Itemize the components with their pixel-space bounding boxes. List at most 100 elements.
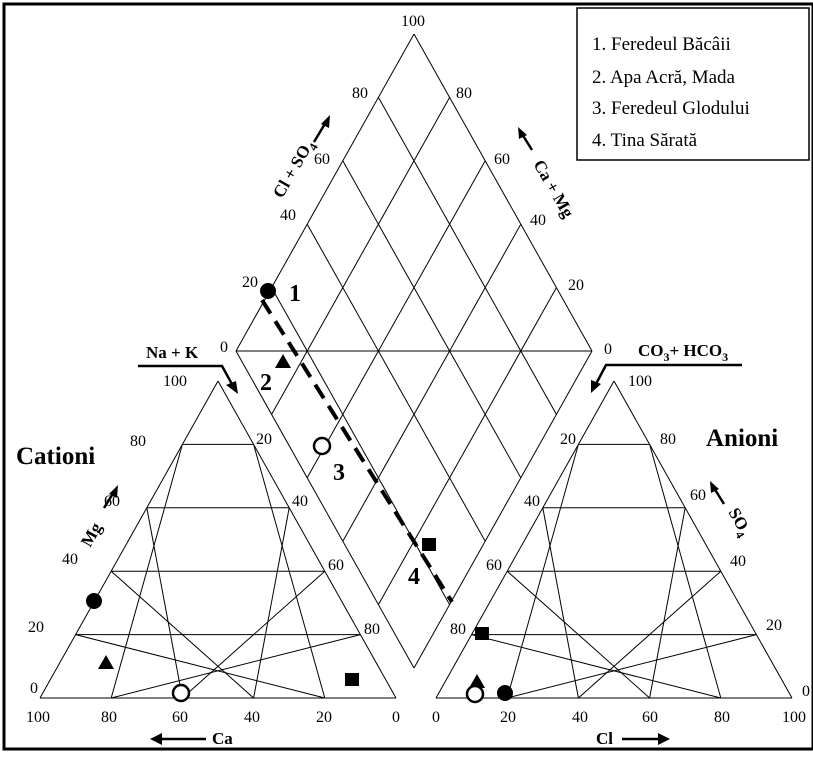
cation-triangle-gridline: [253, 444, 326, 699]
diamond-right-tick-0: 0: [604, 341, 612, 358]
cation-right-tick-60: 60: [328, 557, 344, 574]
cl-so4-label: Cl + SO4: [269, 136, 321, 203]
diamond-gridline: [342, 160, 522, 479]
ca-arrow: [150, 733, 206, 745]
mg-arrow: [102, 485, 118, 509]
point-2-marker: [275, 354, 291, 368]
cation-point-3: [171, 683, 191, 703]
anion-left-tick-40: 40: [524, 493, 540, 510]
anion-point-3: [465, 684, 485, 704]
anion-triangle-gridline: [506, 570, 650, 699]
cl-label: Cl: [596, 729, 613, 748]
anion-top-tick-100: 100: [628, 373, 652, 390]
anion-triangle-gridline: [649, 444, 722, 699]
anion-bottom-tick-40: 40: [572, 709, 588, 726]
diamond-left-tick-40: 40: [280, 207, 296, 224]
anion-right-tick-0: 0: [802, 683, 810, 700]
cation-bottom-tick-100: 100: [26, 709, 50, 726]
anion-triangle-gridline: [542, 507, 579, 699]
co3-arrow: [591, 363, 742, 393]
anion-point-4: [475, 627, 489, 640]
anion-right-tick-80: 80: [660, 431, 676, 448]
cation-left-tick-20: 20: [28, 619, 44, 636]
cation-bottom-tick-0: 0: [392, 709, 400, 726]
diamond-left-tick-80: 80: [352, 85, 368, 102]
point-4-label: 4: [408, 564, 420, 590]
point-1-label: 1: [289, 281, 301, 307]
anion-left-tick-60: 60: [486, 557, 502, 574]
diamond-right-tick-80: 80: [456, 85, 472, 102]
legend-item-4: 4. Tina Sărată: [592, 130, 698, 151]
diamond-points: 1 2 3 4: [260, 281, 436, 590]
anion-triangle-edge: [435, 380, 615, 699]
anion-triangle-gridline: [471, 634, 721, 699]
diamond-gridline: [306, 223, 486, 542]
legend-item-2: 2. Apa Acră, Mada: [592, 67, 736, 88]
diamond-gridline: [271, 97, 451, 415]
diamond-edge: [413, 33, 593, 352]
ternary-grid: [39, 33, 793, 699]
diamond-gridline: [377, 287, 557, 605]
cation-triangle-gridline: [146, 507, 183, 699]
cation-top-tick-100: 100: [163, 373, 187, 390]
anion-triangle-edge: [613, 380, 793, 699]
anion-left-tick-80: 80: [450, 621, 466, 638]
mg-axis-title: Mg: [77, 519, 106, 550]
anion-point-1: [497, 685, 513, 701]
cation-triangle-edge: [217, 380, 397, 699]
so4-axis-title: SO4: [721, 505, 755, 541]
cation-triangle-gridline: [182, 570, 326, 699]
point-3-marker: [312, 436, 332, 456]
anion-triangle-gridline: [507, 634, 757, 699]
na-k-arrow: [138, 364, 238, 394]
anion-bottom-tick-60: 60: [642, 709, 658, 726]
cation-point-2: [98, 655, 114, 669]
diamond-top-tick: 100: [401, 13, 425, 30]
co3-hco3-label: CO3+ HCO3: [638, 341, 728, 364]
anion-bottom-tick-0: 0: [432, 709, 440, 726]
diamond-left-tick-20: 20: [242, 274, 258, 291]
cation-point-4: [345, 673, 359, 686]
cation-bottom-tick-60: 60: [172, 709, 188, 726]
point-4-marker: [422, 538, 436, 551]
anion-right-tick-20: 20: [766, 617, 782, 634]
diamond-right-arrow: [518, 127, 534, 151]
na-k-label: Na + K: [146, 343, 199, 362]
cation-left-tick-0: 0: [30, 680, 38, 697]
so4-label: SO4: [721, 505, 755, 541]
diamond-gridline: [306, 160, 486, 479]
cation-right-tick-80: 80: [364, 621, 380, 638]
anion-points: [465, 627, 513, 704]
anion-bottom-tick-80: 80: [714, 709, 730, 726]
anion-right-tick-60: 60: [690, 487, 706, 504]
diamond-edge: [235, 350, 415, 669]
diamond-right-tick-20: 20: [568, 277, 584, 294]
point-2-label: 2: [260, 370, 272, 396]
diamond-left-tick-0: 0: [220, 339, 228, 356]
diamond-left-arrow: [312, 115, 330, 143]
diamond-gridline: [271, 287, 451, 605]
diamond-right-tick-60: 60: [494, 151, 510, 168]
cation-points: [86, 593, 359, 703]
trend-line: [260, 298, 454, 604]
cation-left-tick-40: 40: [62, 551, 78, 568]
anion-bottom-tick-100: 100: [782, 709, 806, 726]
anion-right-tick-40: 40: [730, 553, 746, 570]
anion-triangle-gridline: [649, 507, 686, 699]
anion-bottom-tick-20: 20: [500, 709, 516, 726]
cation-triangle-gridline: [110, 570, 254, 699]
diamond-gridline: [342, 223, 522, 542]
cl-arrow: [622, 733, 670, 745]
cation-bottom-tick-20: 20: [316, 709, 332, 726]
cation-right-tick-20: 20: [256, 431, 272, 448]
legend-item-1: 1. Feredeul Băcâii: [592, 34, 731, 55]
mg-label: Mg: [77, 519, 106, 550]
ca-label: Ca: [212, 729, 233, 748]
legend-box: [576, 7, 810, 161]
cation-point-1: [86, 593, 102, 609]
so4-arrow: [710, 481, 726, 505]
cation-right-tick-40: 40: [292, 493, 308, 510]
